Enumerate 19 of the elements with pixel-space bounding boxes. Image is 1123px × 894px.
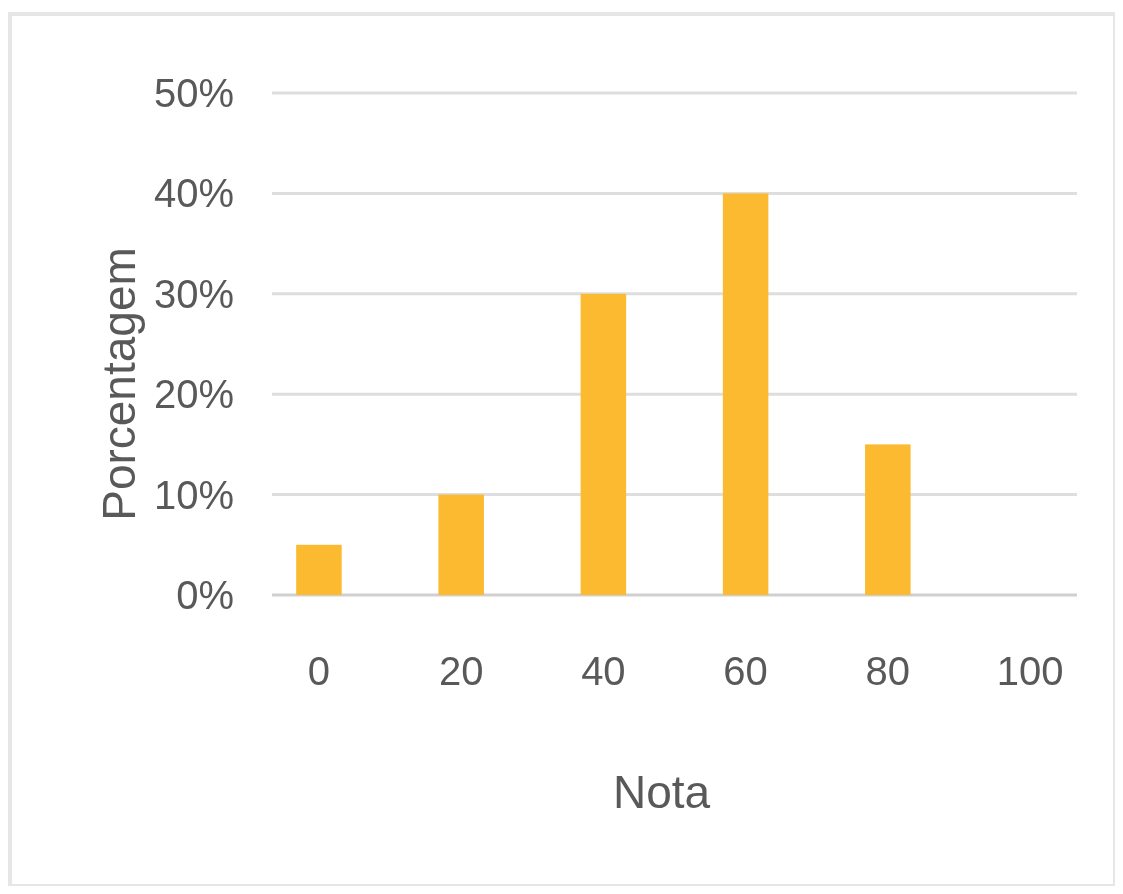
- y-tick-label: 10%: [153, 472, 234, 517]
- y-tick-label: 30%: [153, 271, 234, 316]
- bar: [865, 444, 911, 595]
- x-axis-title: Nota: [612, 766, 711, 818]
- x-tick-label: 40: [581, 649, 626, 693]
- y-tick-label: 50%: [153, 71, 234, 115]
- bar: [296, 544, 342, 595]
- y-axis-title: Porcentagem: [93, 247, 145, 521]
- y-tick-label: 0%: [176, 573, 234, 617]
- bar: [580, 293, 627, 595]
- x-tick-label: 80: [865, 649, 911, 693]
- y-tick-label: 40%: [153, 171, 234, 216]
- x-tick-label: 100: [996, 649, 1064, 693]
- x-tick-label: 20: [438, 649, 484, 693]
- x-tick-label: 0: [307, 649, 331, 693]
- x-tick-label: 60: [723, 649, 768, 693]
- bar: [722, 193, 769, 595]
- bar: [438, 494, 484, 595]
- y-tick-label: 20%: [153, 372, 234, 417]
